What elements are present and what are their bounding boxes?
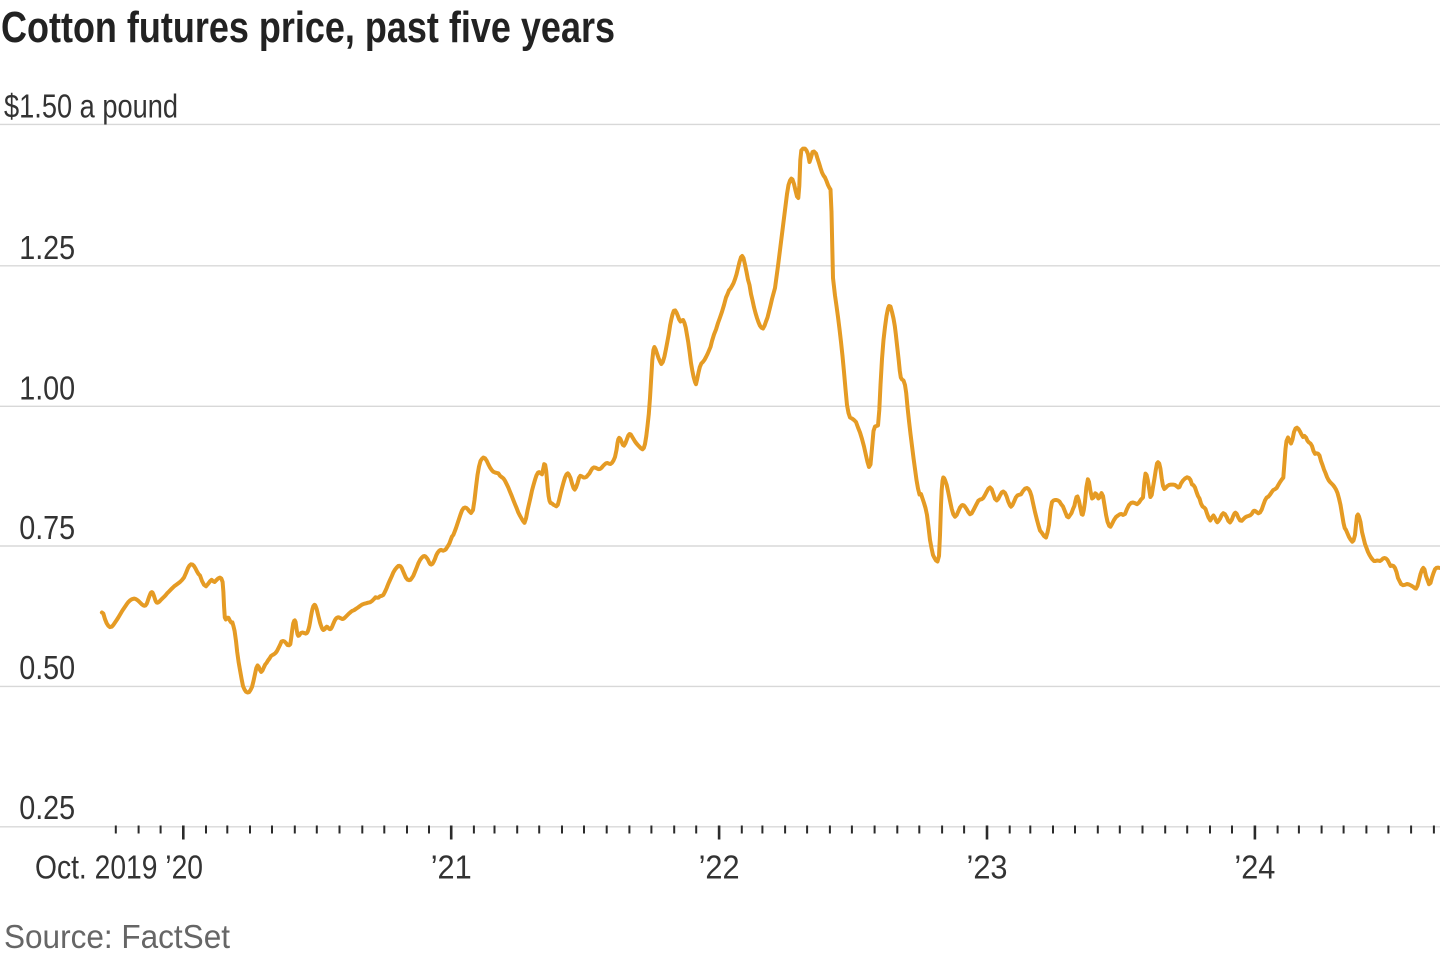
svg-text:0.50: 0.50 bbox=[19, 649, 75, 686]
svg-text:Cotton futures price, past fiv: Cotton futures price, past five years bbox=[1, 3, 615, 52]
svg-text:’24: ’24 bbox=[1234, 849, 1275, 886]
svg-text:Oct. 2019 ’20: Oct. 2019 ’20 bbox=[35, 849, 203, 886]
svg-text:’21: ’21 bbox=[431, 849, 472, 886]
svg-text:0.25: 0.25 bbox=[19, 789, 75, 826]
svg-text:0.75: 0.75 bbox=[19, 509, 75, 546]
svg-text:1.00: 1.00 bbox=[19, 369, 75, 406]
svg-text:’23: ’23 bbox=[967, 849, 1008, 886]
svg-text:’22: ’22 bbox=[699, 849, 740, 886]
svg-text:$1.50 a pound: $1.50 a pound bbox=[4, 87, 178, 124]
svg-text:1.25: 1.25 bbox=[19, 229, 75, 266]
svg-text:Source: FactSet: Source: FactSet bbox=[4, 918, 230, 955]
